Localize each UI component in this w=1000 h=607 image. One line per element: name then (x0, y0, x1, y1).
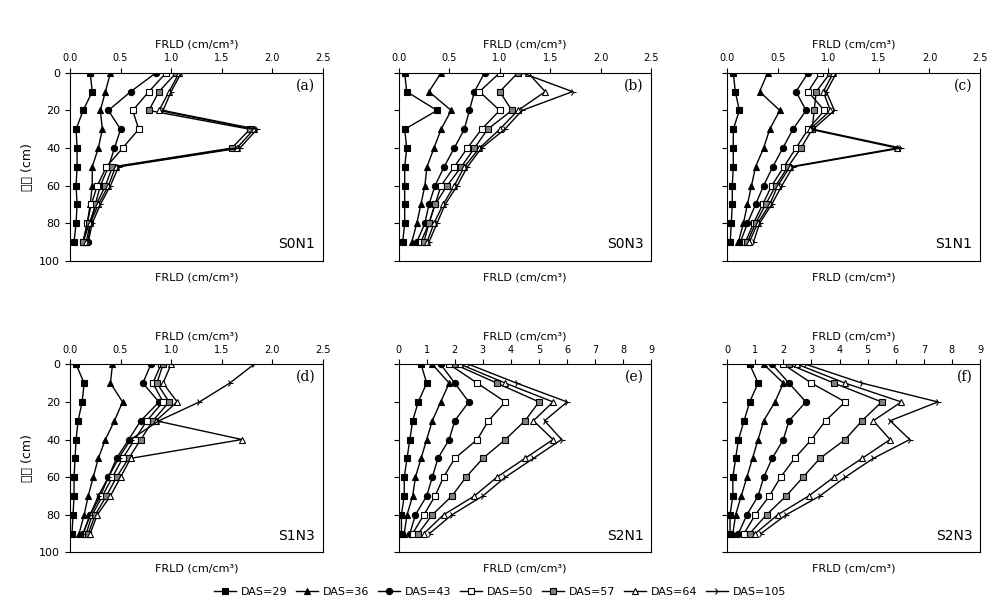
Text: FRLD (cm/cm³): FRLD (cm/cm³) (812, 272, 895, 282)
Text: S2N3: S2N3 (936, 529, 972, 543)
Text: (b): (b) (624, 78, 644, 92)
Text: (d): (d) (295, 370, 315, 384)
Text: FRLD (cm/cm³): FRLD (cm/cm³) (483, 272, 567, 282)
X-axis label: FRLD (cm/cm³): FRLD (cm/cm³) (483, 331, 567, 341)
Text: FRLD (cm/cm³): FRLD (cm/cm³) (155, 272, 238, 282)
Text: S2N1: S2N1 (607, 529, 644, 543)
Text: S1N1: S1N1 (936, 237, 972, 251)
Text: (f): (f) (957, 370, 972, 384)
X-axis label: FRLD (cm/cm³): FRLD (cm/cm³) (155, 39, 238, 50)
Text: (e): (e) (625, 370, 644, 384)
Y-axis label: 深度 (cm): 深度 (cm) (21, 143, 34, 191)
Text: S0N1: S0N1 (278, 237, 315, 251)
Text: S1N3: S1N3 (278, 529, 315, 543)
Legend: DAS=29, DAS=36, DAS=43, DAS=50, DAS=57, DAS=64, DAS=105: DAS=29, DAS=36, DAS=43, DAS=50, DAS=57, … (209, 583, 791, 602)
Text: (a): (a) (296, 78, 315, 92)
X-axis label: FRLD (cm/cm³): FRLD (cm/cm³) (812, 39, 895, 50)
Text: FRLD (cm/cm³): FRLD (cm/cm³) (812, 564, 895, 574)
X-axis label: FRLD (cm/cm³): FRLD (cm/cm³) (483, 39, 567, 50)
X-axis label: FRLD (cm/cm³): FRLD (cm/cm³) (155, 331, 238, 341)
Text: (c): (c) (954, 78, 972, 92)
Text: S0N3: S0N3 (607, 237, 644, 251)
Y-axis label: 深度 (cm): 深度 (cm) (21, 435, 34, 483)
X-axis label: FRLD (cm/cm³): FRLD (cm/cm³) (812, 331, 895, 341)
Text: FRLD (cm/cm³): FRLD (cm/cm³) (483, 564, 567, 574)
Text: FRLD (cm/cm³): FRLD (cm/cm³) (155, 564, 238, 574)
